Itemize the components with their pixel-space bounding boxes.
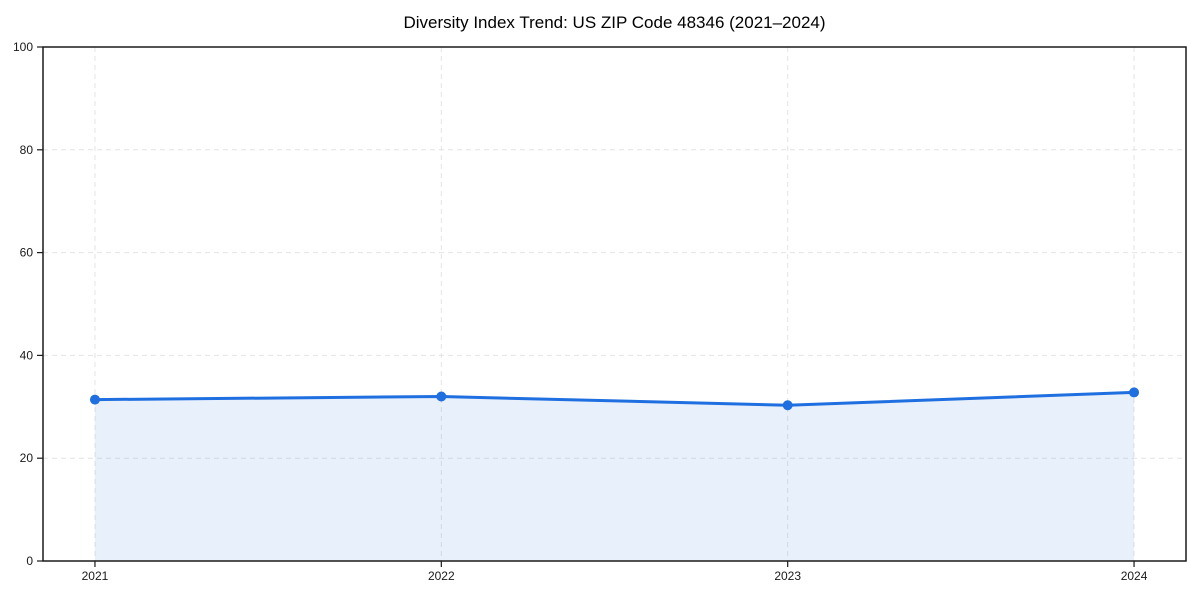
y-tick-label: 40 — [20, 348, 34, 362]
x-tick-label: 2023 — [774, 569, 801, 583]
data-point-marker — [436, 391, 447, 402]
area-fill — [94, 392, 1135, 561]
data-point-marker — [782, 400, 793, 411]
y-tick-label: 100 — [13, 40, 33, 54]
x-tick-label: 2022 — [428, 569, 455, 583]
y-tick-label: 60 — [20, 246, 34, 260]
data-point-marker — [1129, 387, 1140, 398]
x-tick-label: 2024 — [1121, 569, 1148, 583]
plot-border — [42, 46, 1187, 562]
x-tick-label: 2021 — [82, 569, 109, 583]
y-tick-label: 0 — [26, 554, 33, 568]
data-point-marker — [89, 394, 100, 405]
chart-title: Diversity Index Trend: US ZIP Code 48346… — [403, 13, 826, 32]
y-tick-label: 80 — [20, 143, 34, 157]
y-tick-label: 20 — [20, 451, 34, 465]
trend-line — [93, 390, 1136, 407]
